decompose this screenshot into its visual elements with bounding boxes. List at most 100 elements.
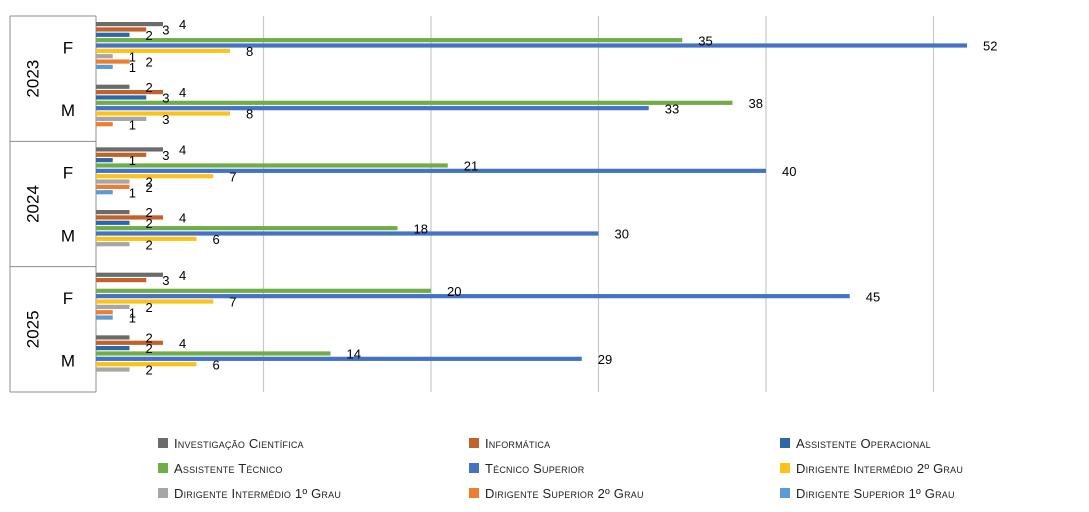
bar [96,299,214,304]
bar [96,48,230,53]
bar [96,106,649,111]
bar [96,179,130,184]
legend-label: Assistente Operacional [796,435,931,451]
data-label: 1 [129,311,136,326]
data-label: 6 [213,232,220,247]
bar [96,59,130,64]
bar [96,362,197,367]
data-label: 2 [146,216,153,231]
bar [96,38,683,43]
bar [96,95,147,100]
bar [96,236,197,241]
bar [96,163,448,168]
data-label: 45 [866,289,880,304]
bar [96,335,130,340]
bar [96,288,431,293]
data-label: 14 [347,347,361,362]
gridlines [262,16,935,392]
bar [96,116,147,121]
data-label: 2 [146,237,153,252]
legend-label: Dirigente Superior 2º Grau [485,485,644,501]
data-label: 30 [615,227,629,242]
legend-label: Dirigente Superior 1º Grau [796,485,955,501]
data-label: 2 [146,175,153,190]
bar [96,226,398,231]
bar [96,310,113,315]
bar [96,64,113,69]
data-label: 2 [146,205,153,220]
bar [96,272,163,277]
bar [96,32,130,37]
data-label: 2 [146,55,153,70]
data-label: 2 [146,28,153,43]
sex-label: M [61,352,75,371]
legend-swatch [780,463,790,473]
bar [96,122,113,127]
data-label: 40 [782,164,796,179]
bar [96,190,113,195]
sex-label: M [61,226,75,245]
bar [96,231,599,236]
sex-label: F [63,38,73,57]
data-label: 4 [179,211,186,226]
legend-label: Técnico Superior [485,460,585,476]
legend-label: Investigação Científica [174,435,304,451]
bar [96,184,130,189]
legend-swatch [469,463,479,473]
bar [96,22,163,27]
bar [96,147,163,152]
data-label: 8 [246,107,253,122]
data-label: 1 [129,117,136,132]
year-label: 2024 [23,185,42,223]
legend-swatch [158,438,168,448]
bar [96,43,967,48]
bar [96,367,130,372]
legend-item: Dirigente Intermédio 1º Grau [158,482,341,504]
legend-label: Informática [485,435,551,451]
bar [96,340,163,345]
sex-label: F [63,164,73,183]
legend: Investigação Científica Informática Assist… [0,432,1089,512]
bars [96,22,967,372]
bar [96,111,230,116]
sex-label: F [63,289,73,308]
legend-item: Informática [469,432,550,454]
bar [96,356,582,361]
legend-swatch [158,463,168,473]
bar [96,304,130,309]
year-label: 2025 [23,310,42,348]
data-label: 2 [146,180,153,195]
data-label: 1 [129,49,136,64]
data-label: 2 [146,331,153,346]
legend-item: Dirigente Superior 1º Grau [780,482,955,504]
data-label: 7 [229,169,236,184]
bar [96,210,130,215]
data-label: 6 [213,357,220,372]
data-label: 1 [129,60,136,75]
data-label: 18 [414,221,428,236]
legend-item: Dirigente Superior 2º Grau [469,482,644,504]
bar [96,100,733,105]
bar [96,27,147,32]
bar [96,278,147,283]
bar [96,346,130,351]
legend-item: Assistente Operacional [780,432,931,454]
data-label: 4 [179,336,186,351]
year-label: 2023 [23,60,42,98]
legend-swatch [780,438,790,448]
bar [96,215,163,220]
data-label: 3 [162,91,169,106]
bar [96,54,113,59]
legend-swatch [469,438,479,448]
data-label: 21 [464,159,478,174]
bar [96,351,331,356]
data-label: 2 [146,341,153,356]
data-label: 8 [246,44,253,59]
sex-label: M [61,101,75,120]
data-label: 4 [179,17,186,32]
bar [96,294,850,299]
legend-label: Assistente Técnico [174,460,283,476]
data-label: 4 [179,268,186,283]
data-label: 52 [983,39,997,54]
